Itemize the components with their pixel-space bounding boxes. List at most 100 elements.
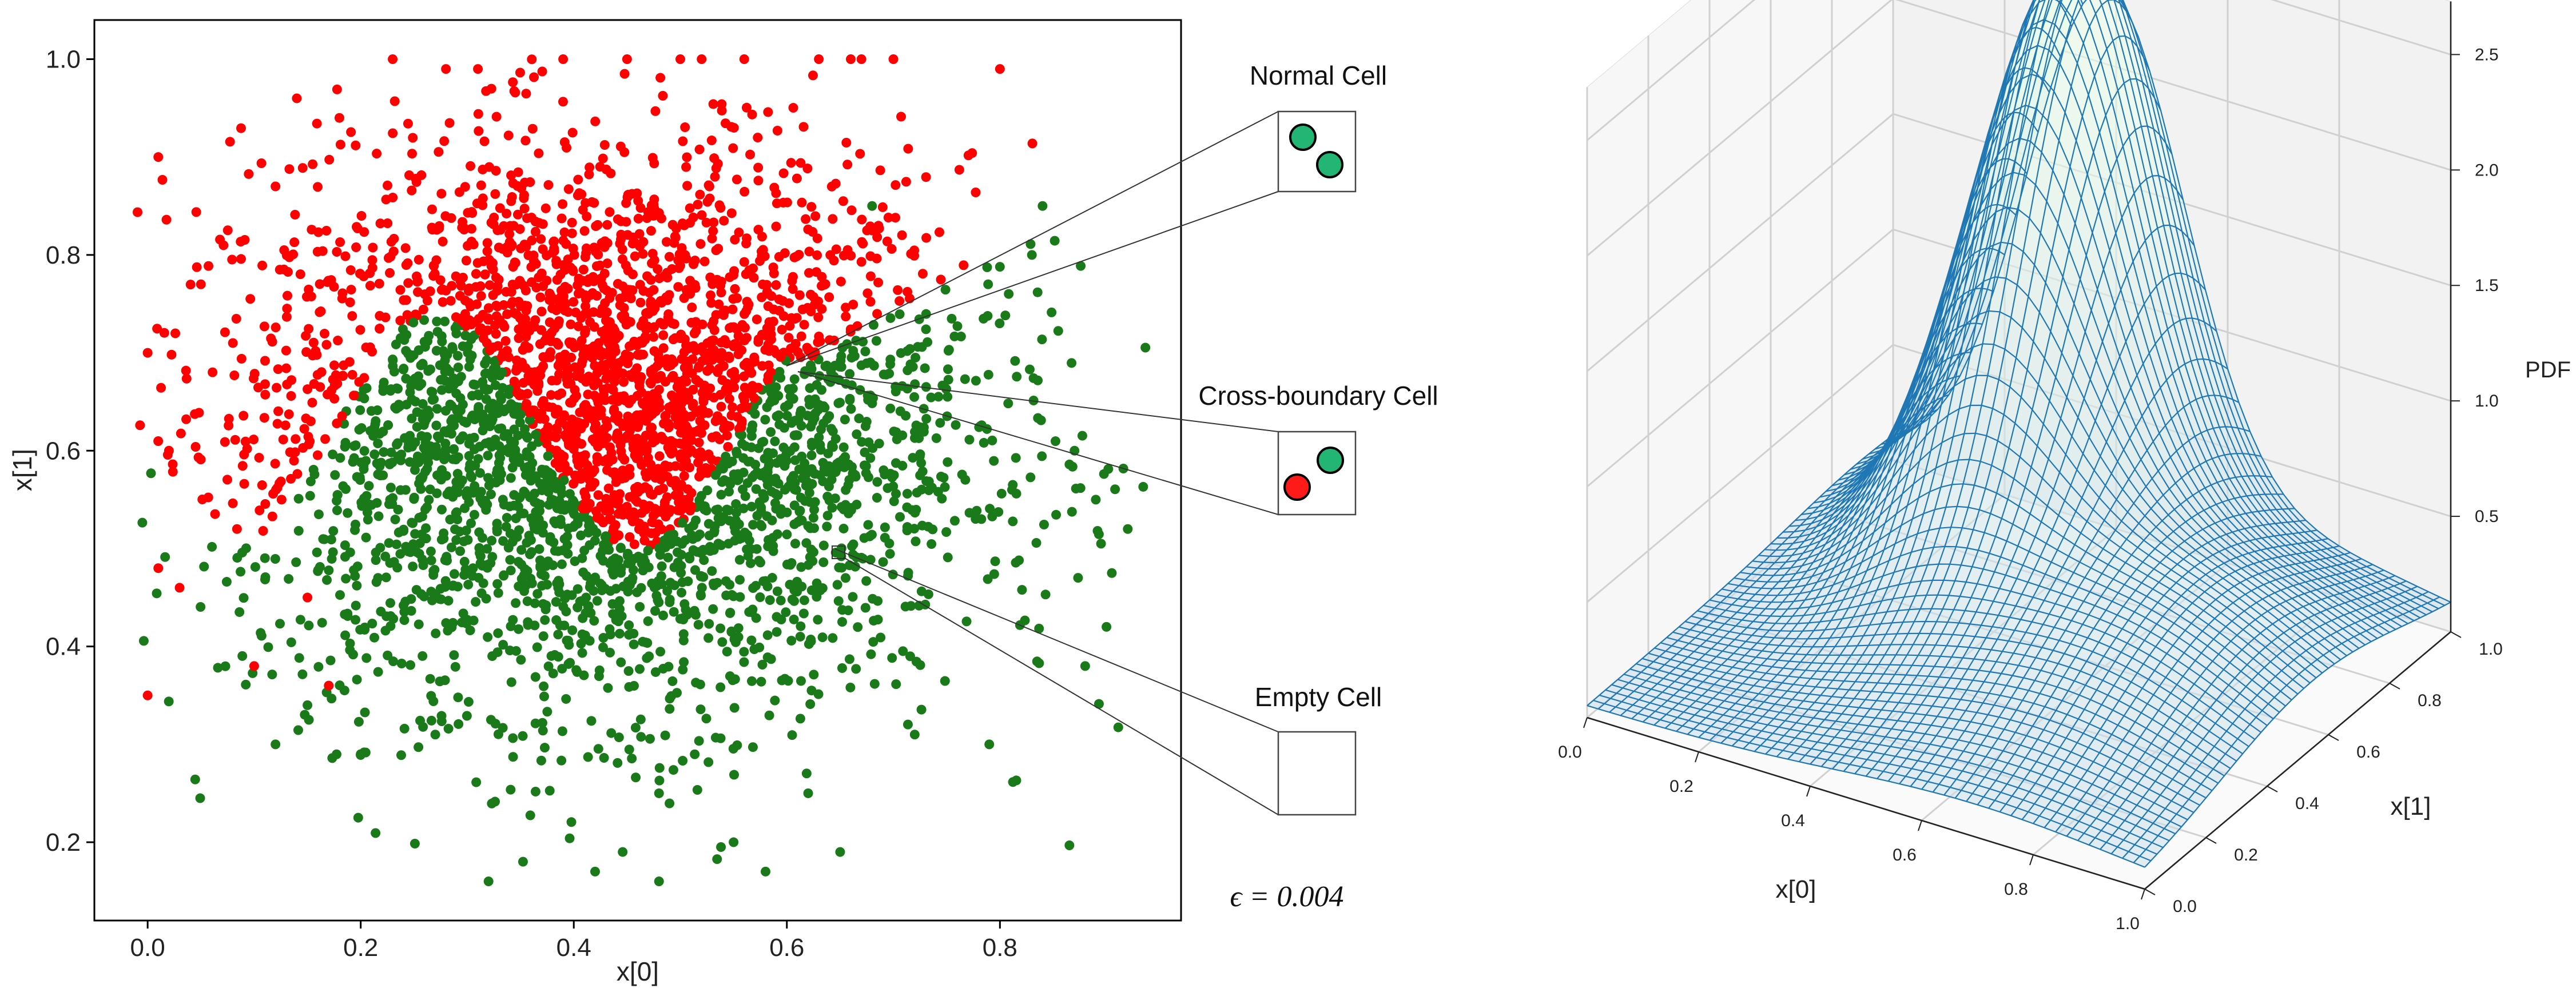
red-point	[803, 224, 813, 234]
green-point	[591, 528, 602, 538]
red-point	[639, 411, 650, 421]
green-point	[921, 324, 931, 334]
green-point	[539, 681, 549, 691]
green-point	[435, 676, 445, 687]
green-point	[817, 583, 828, 593]
red-point	[680, 122, 690, 133]
green-point	[532, 642, 542, 652]
red-point	[279, 245, 289, 255]
green-point	[786, 636, 797, 646]
green-point	[505, 646, 515, 656]
normal-cell-point	[1316, 151, 1343, 178]
green-point	[845, 395, 855, 405]
green-point	[578, 567, 589, 577]
green-point	[824, 481, 834, 492]
green-point	[724, 487, 734, 497]
red-point	[537, 66, 547, 77]
red-point	[591, 221, 601, 232]
green-point	[872, 493, 882, 503]
green-point	[396, 659, 407, 669]
red-point	[634, 381, 645, 391]
red-point	[689, 328, 699, 338]
green-point	[514, 557, 524, 567]
green-point	[710, 470, 721, 480]
red-point	[668, 370, 678, 381]
green-point	[443, 724, 454, 734]
red-point	[286, 391, 296, 401]
green-point	[424, 330, 434, 341]
red-point	[875, 165, 885, 176]
green-point	[806, 686, 817, 696]
red-point	[584, 169, 594, 180]
green-point	[748, 742, 758, 752]
red-point	[547, 328, 557, 338]
green-point	[352, 675, 362, 685]
green-point	[971, 376, 981, 386]
red-point	[239, 449, 249, 460]
red-point	[891, 213, 901, 223]
red-point	[458, 272, 468, 282]
red-point	[732, 174, 742, 185]
red-point	[372, 149, 382, 159]
red-point	[321, 226, 332, 236]
red-point	[594, 345, 605, 355]
scatter-point	[441, 64, 451, 74]
red-point	[582, 212, 592, 222]
green-point	[1037, 451, 1047, 461]
scatter-point	[675, 54, 686, 64]
green-point	[789, 614, 799, 624]
green-point	[810, 394, 820, 404]
red-point	[602, 238, 613, 248]
green-point	[421, 533, 431, 544]
green-point	[808, 513, 818, 523]
scatter-point	[697, 54, 707, 64]
green-point	[426, 387, 436, 397]
green-point	[577, 648, 587, 658]
red-point	[636, 372, 646, 382]
red-point	[135, 420, 145, 431]
red-point	[621, 260, 631, 270]
green-point	[612, 557, 622, 568]
green-point	[606, 728, 617, 738]
green-point	[164, 696, 174, 707]
green-point	[487, 798, 497, 808]
red-point	[403, 118, 413, 129]
red-point	[236, 123, 246, 133]
red-point	[237, 461, 248, 471]
green-point	[475, 548, 485, 558]
red-point	[681, 162, 691, 172]
green-point	[759, 493, 769, 503]
green-point	[410, 465, 420, 475]
red-point	[590, 361, 600, 371]
green-point	[707, 566, 717, 576]
red-point	[627, 189, 637, 199]
red-point	[574, 273, 584, 284]
red-point	[569, 393, 579, 404]
green-point	[763, 541, 773, 552]
scatter-point	[473, 64, 483, 74]
red-point	[729, 341, 739, 352]
green-point	[738, 484, 748, 495]
green-point	[943, 392, 953, 402]
red-point	[883, 213, 893, 223]
green-point	[401, 346, 411, 356]
red-point	[190, 409, 200, 419]
red-point	[479, 136, 490, 146]
green-point	[348, 650, 358, 660]
green-point	[715, 733, 726, 743]
green-point	[731, 508, 741, 518]
green-point	[199, 561, 209, 572]
red-point	[536, 306, 547, 317]
red-point	[749, 393, 760, 403]
red-point	[539, 414, 550, 424]
scatter-point	[729, 837, 739, 847]
green-point	[820, 403, 830, 413]
scatter-point	[303, 592, 313, 603]
scatter-point	[292, 93, 302, 103]
green-point	[419, 315, 430, 325]
red-point	[508, 262, 518, 272]
normal-cell-point	[1289, 123, 1317, 151]
red-point	[228, 498, 238, 508]
green-point	[464, 451, 474, 461]
green-point	[738, 503, 749, 513]
